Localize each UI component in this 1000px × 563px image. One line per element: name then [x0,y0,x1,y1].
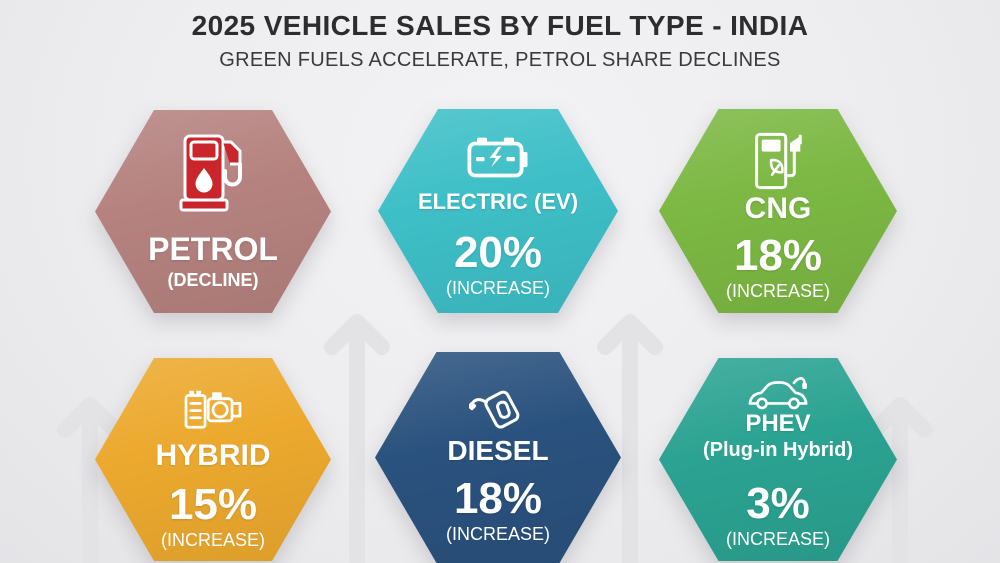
diesel-nozzle-icon [469,390,520,429]
phev-car-icon [748,377,808,410]
hex-card-diesel: DIESEL 18% (INCREASE) [375,352,621,563]
hex-card-hybrid: HYBRID 15% (INCREASE) [95,358,331,561]
petrol-pump-icon [179,134,242,212]
fuel-type-label: HYBRID [155,439,271,472]
up-arrow-watermark [57,397,123,563]
battery-icon [467,137,528,178]
up-arrow-watermark [324,314,390,563]
hexagon-petrol: PETROL (DECLINE) [95,110,331,313]
fuel-type-label: PETROL [148,231,278,267]
trend-label: (INCREASE) [160,530,265,551]
percent-value: 18% [453,474,543,524]
trend-label: (DECLINE) [167,269,259,290]
up-arrow-watermark [867,397,933,563]
hex-card-petrol: PETROL (DECLINE) [95,110,331,313]
hexagon-cng: CNG 18% (INCREASE) [659,109,897,313]
percent-value: 18% [733,231,823,281]
fuel-type-label: DIESEL [447,435,549,466]
up-arrow-watermark [597,314,663,563]
hexagon-diesel: DIESEL 18% (INCREASE) [375,352,621,563]
fuel-type-label: PHEV [745,410,811,437]
percent-value: 20% [453,227,543,277]
fuel-type-label: CNG [744,192,812,225]
fuel-type-sublabel: (Plug-in Hybrid) [703,438,853,461]
hybrid-engine-icon [184,390,242,429]
trend-label: (INCREASE) [725,281,830,302]
cng-pump-icon [755,132,802,190]
percent-value: 3% [746,478,810,528]
page-title: 2025 VEHICLE SALES BY FUEL TYPE - INDIA [191,10,809,41]
trend-label: (INCREASE) [445,524,550,545]
hexagon-electric: ELECTRIC (EV) 20% (INCREASE) [378,109,618,313]
percent-value: 15% [168,480,258,530]
trend-label: (INCREASE) [725,528,830,549]
trend-label: (INCREASE) [445,277,550,298]
hex-card-phev: PHEV (Plug-in Hybrid) 3% (INCREASE) [659,358,897,561]
hexagon-phev: PHEV (Plug-in Hybrid) 3% (INCREASE) [659,358,897,561]
page-subtitle: GREEN FUELS ACCELERATE, PETROL SHARE DEC… [219,49,781,71]
hexagon-hybrid: HYBRID 15% (INCREASE) [95,358,331,561]
header: 2025 VEHICLE SALES BY FUEL TYPE - INDIA … [0,10,1000,72]
fuel-type-label: ELECTRIC (EV) [417,189,579,214]
hex-card-electric: ELECTRIC (EV) 20% (INCREASE) [378,109,618,313]
hex-card-cng: CNG 18% (INCREASE) [659,109,897,313]
